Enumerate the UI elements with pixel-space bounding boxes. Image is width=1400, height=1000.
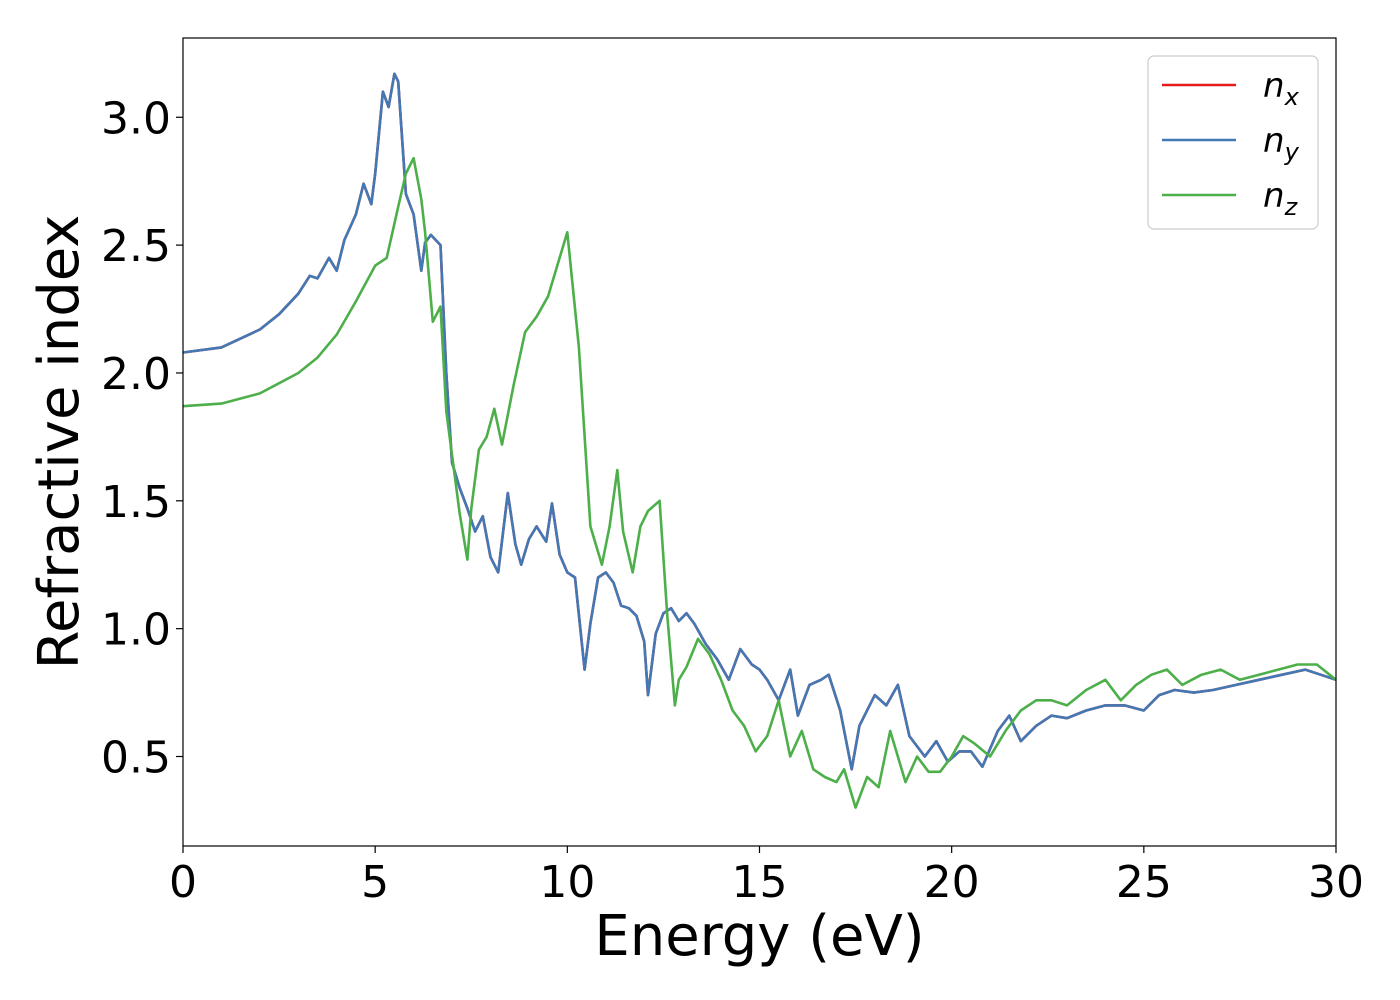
legend-box [1147, 55, 1319, 230]
legend: nx ny nz [1147, 55, 1319, 230]
x-tick-label: 15 [732, 857, 788, 908]
series-line-n-y [183, 72, 1336, 771]
y-tick-label: 0.5 [101, 733, 171, 784]
x-axis-label: Energy (eV) [594, 904, 924, 969]
series-lines [183, 72, 1336, 809]
series-line-n-z [183, 156, 1336, 809]
x-tick-label: 5 [361, 857, 389, 908]
y-tick-label: 1.0 [101, 605, 171, 656]
y-axis-label: Refractive index [27, 215, 92, 670]
y-tick-label: 2.5 [101, 221, 171, 272]
x-tick-label: 30 [1308, 857, 1364, 908]
legend-label-n-y: ny [1263, 121, 1300, 166]
axis-ticks: 0 5 10 15 20 25 30 0.5 1.0 1.5 2.0 2.5 3.0 [101, 93, 1364, 908]
legend-label-n-z: nz [1263, 176, 1299, 221]
legend-label-n-x: nx [1263, 66, 1300, 111]
y-tick-label: 2.0 [101, 349, 171, 400]
x-tick-label: 20 [924, 857, 980, 908]
x-tick-label: 10 [539, 857, 595, 908]
y-tick-label: 1.5 [101, 477, 171, 528]
x-tick-label: 25 [1116, 857, 1172, 908]
x-tick-label: 0 [169, 857, 197, 908]
y-tick-label: 3.0 [101, 93, 171, 144]
